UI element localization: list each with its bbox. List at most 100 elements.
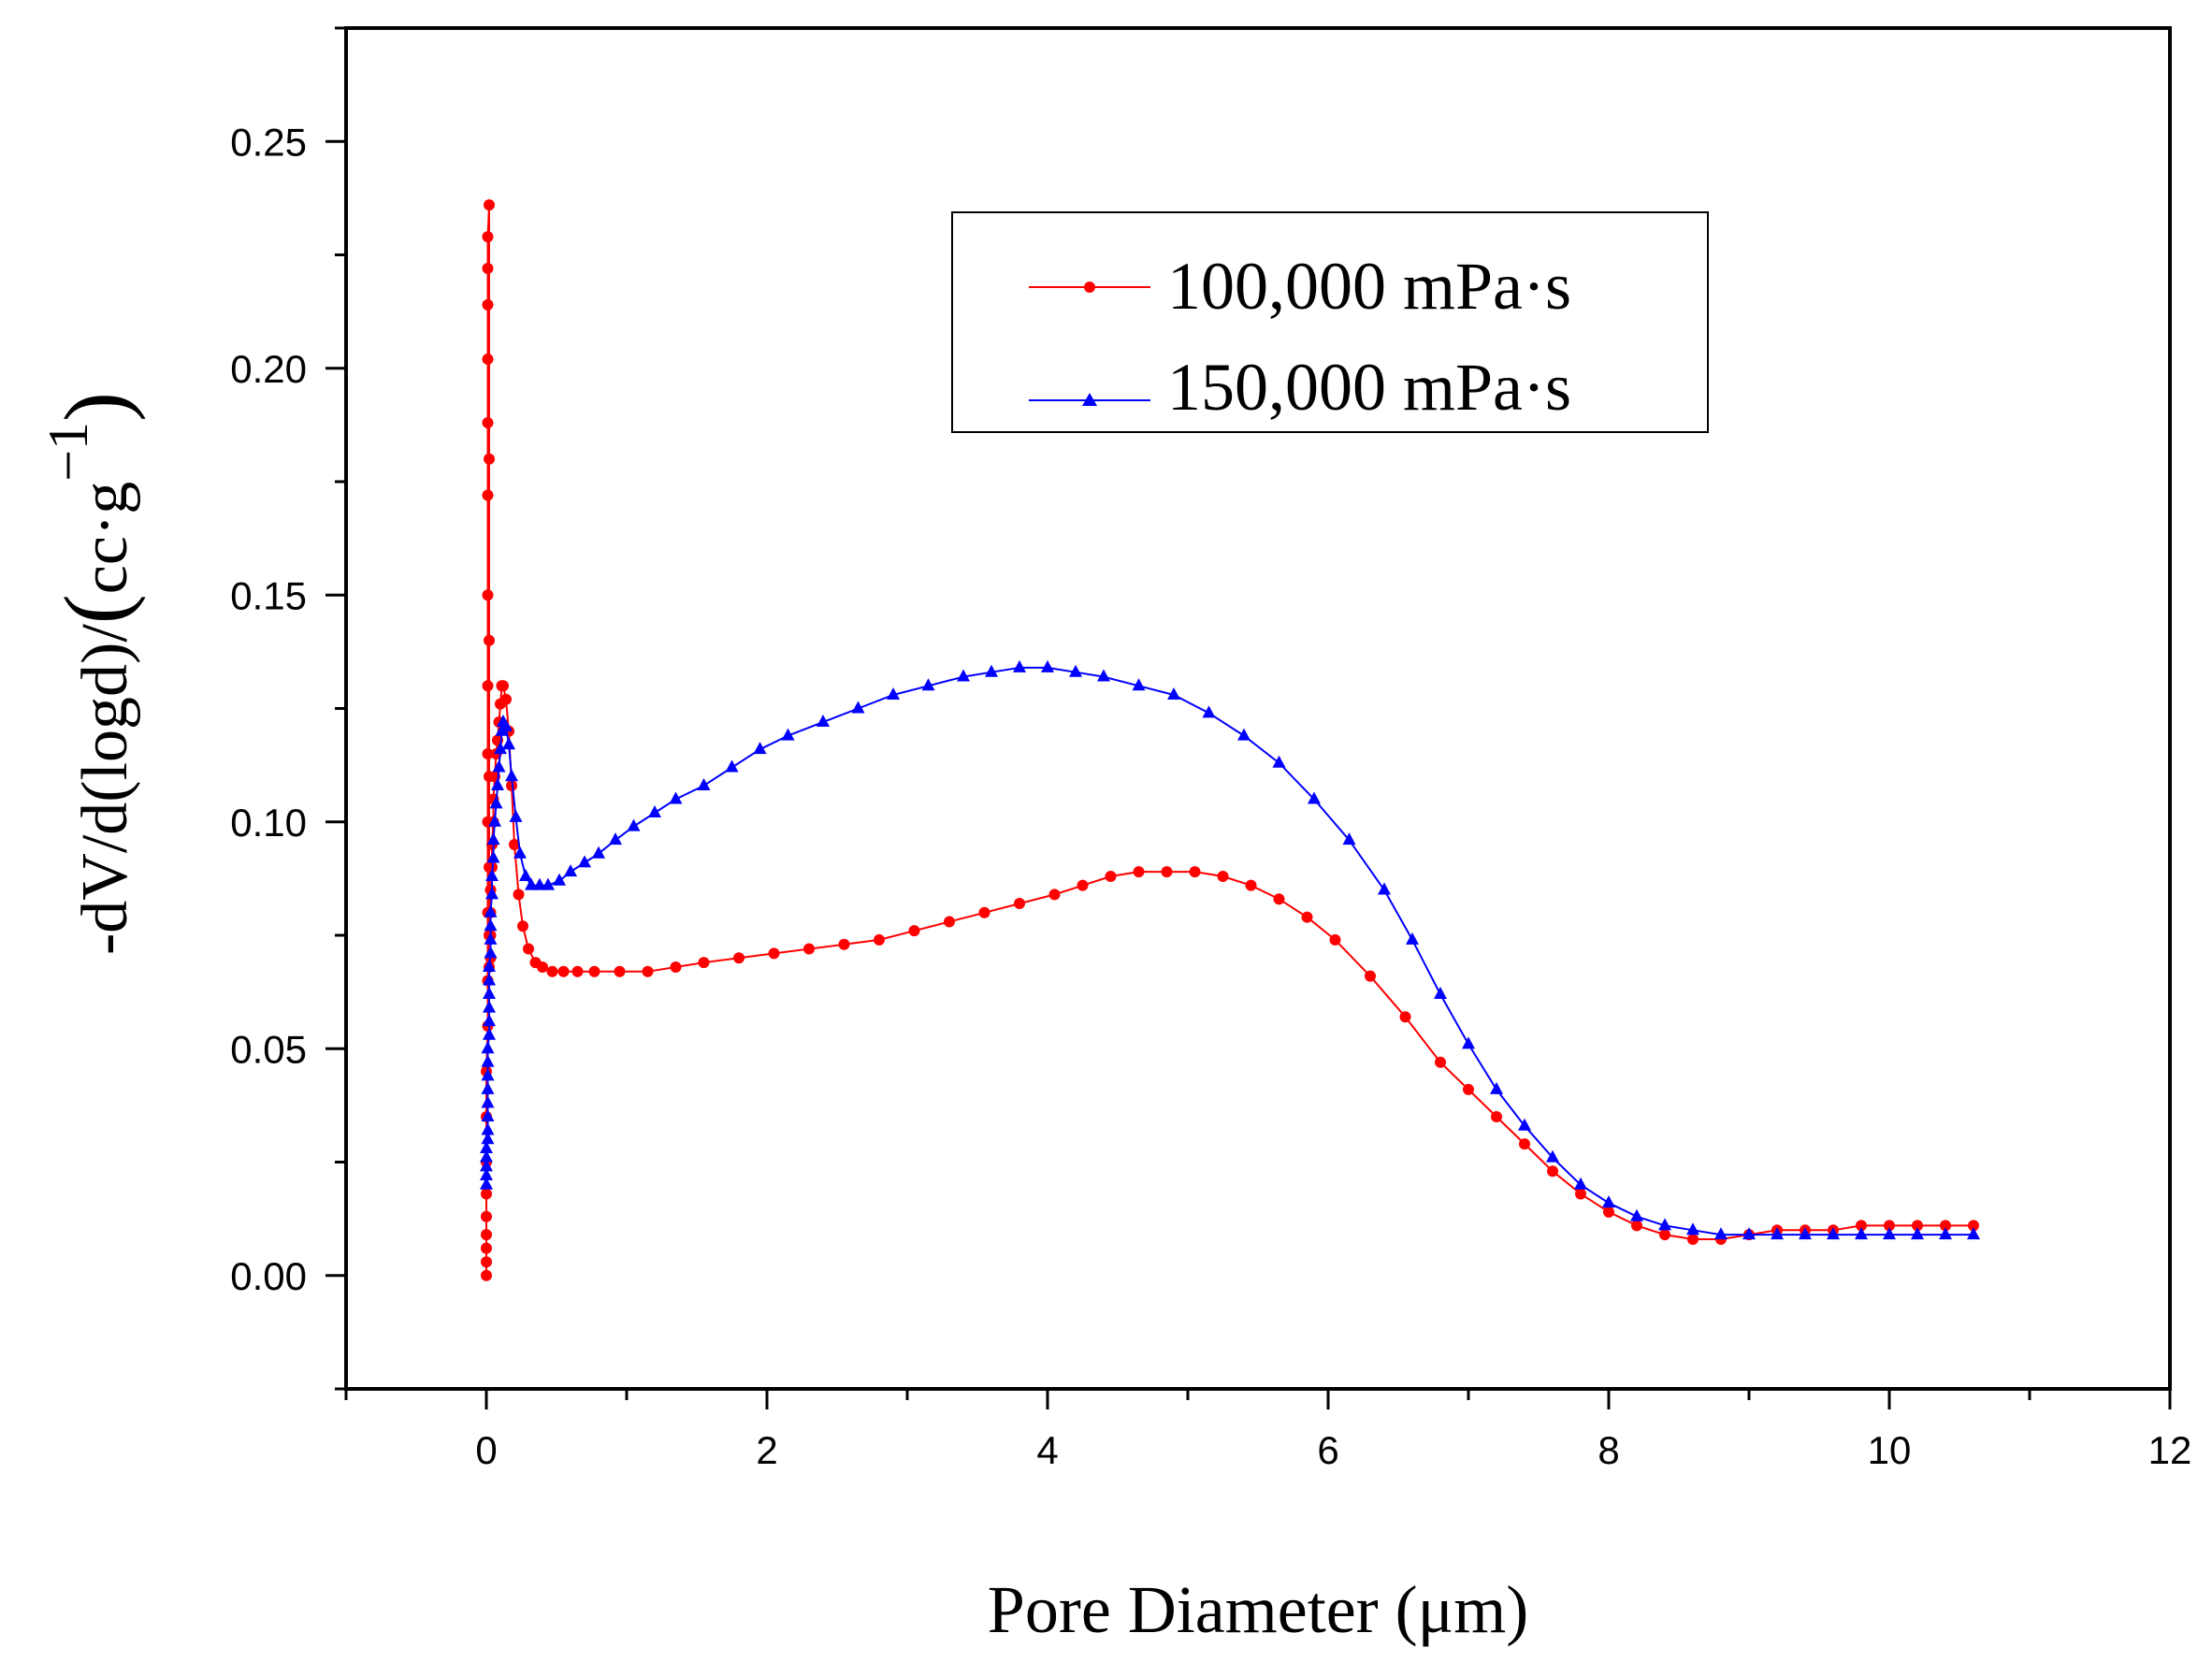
series-line-2 <box>485 666 1973 1236</box>
data-point-series-2 <box>725 759 739 773</box>
data-point-series-1 <box>482 748 494 759</box>
data-point-series-2 <box>483 973 496 986</box>
data-point-series-1 <box>1856 1220 1867 1232</box>
legend-label-series-2: 150,000 mPa·s <box>1167 350 1571 425</box>
data-point-series-2 <box>480 1177 493 1190</box>
data-point-series-1 <box>517 920 528 932</box>
data-point-series-1 <box>484 453 495 465</box>
data-point-series-2 <box>669 791 683 804</box>
legend-label-series-1: 100,000 mPa·s <box>1167 249 1571 324</box>
data-point-series-1 <box>1365 970 1376 982</box>
data-point-series-1 <box>523 943 534 955</box>
data-point-series-1 <box>1884 1220 1895 1232</box>
data-point-series-2 <box>592 845 605 859</box>
data-point-series-2 <box>1714 1227 1728 1240</box>
data-point-series-2 <box>484 946 498 959</box>
y-axis-title-unit: cc·g <box>69 482 141 594</box>
data-point-series-2 <box>481 1109 495 1121</box>
data-point-series-1 <box>481 1256 492 1268</box>
series-layer <box>480 199 1980 1281</box>
data-point-series-1 <box>481 1229 492 1241</box>
data-point-series-2 <box>486 832 500 845</box>
data-point-series-2 <box>533 877 546 890</box>
data-point-series-1 <box>908 925 920 937</box>
data-point-series-2 <box>1827 1227 1840 1240</box>
data-point-series-2 <box>887 686 900 700</box>
data-point-series-2 <box>1132 678 1146 691</box>
legend-marker-series-2 <box>1082 393 1097 406</box>
data-point-series-1 <box>1329 933 1341 946</box>
y-axis-title-main: -dV/d(logd)/ <box>69 624 141 955</box>
data-point-series-2 <box>491 777 504 790</box>
data-point-series-1 <box>733 952 745 964</box>
y-axis-title-close-paren: ) <box>46 392 146 422</box>
data-point-series-2 <box>1041 659 1054 672</box>
data-point-series-1 <box>481 1242 492 1254</box>
data-point-series-1 <box>482 416 494 428</box>
data-point-series-2 <box>483 1027 496 1040</box>
data-point-series-1 <box>482 298 494 311</box>
y-axis-title: -dV/d(logd)/(cc·g−1) <box>37 392 146 955</box>
data-point-series-1 <box>484 199 495 211</box>
data-point-series-2 <box>1883 1227 1896 1240</box>
data-point-series-2 <box>1911 1227 1924 1240</box>
y-tick-label: 0.25 <box>230 120 307 164</box>
data-point-series-2 <box>483 987 496 1000</box>
data-point-series-2 <box>1167 686 1180 700</box>
data-point-series-1 <box>768 947 780 960</box>
data-point-series-2 <box>1069 664 1082 677</box>
data-point-series-2 <box>481 1041 495 1054</box>
data-point-series-2 <box>1013 659 1026 672</box>
data-point-series-2 <box>921 678 935 691</box>
data-point-series-2 <box>483 1000 496 1013</box>
data-point-series-2 <box>1202 705 1216 718</box>
data-point-series-2 <box>1939 1227 1952 1240</box>
data-point-series-2 <box>648 805 661 818</box>
data-point-series-1 <box>513 889 525 901</box>
data-point-series-2 <box>1602 1195 1615 1208</box>
data-point-series-1 <box>537 961 548 973</box>
data-point-series-2 <box>481 1122 495 1135</box>
data-point-series-1 <box>1399 1011 1411 1023</box>
data-point-series-1 <box>838 938 850 950</box>
data-point-series-2 <box>483 1014 496 1027</box>
data-point-series-1 <box>482 231 494 243</box>
data-point-series-2 <box>513 845 527 859</box>
data-point-series-2 <box>851 701 865 714</box>
x-tick-label: 12 <box>2148 1428 2192 1472</box>
data-point-series-2 <box>753 742 767 755</box>
data-point-series-1 <box>484 634 495 646</box>
data-point-series-2 <box>627 818 641 831</box>
data-point-series-2 <box>1855 1227 1868 1240</box>
data-point-series-2 <box>1967 1227 1980 1240</box>
data-point-series-2 <box>481 1068 495 1081</box>
data-point-series-1 <box>1189 866 1201 878</box>
data-point-series-2 <box>553 873 566 886</box>
data-point-series-2 <box>609 832 622 845</box>
data-point-series-2 <box>1490 1081 1503 1094</box>
data-point-series-1 <box>1245 879 1257 891</box>
data-point-series-2 <box>492 759 506 773</box>
data-point-series-1 <box>614 965 626 977</box>
data-point-series-2 <box>484 904 498 918</box>
data-point-series-2 <box>481 1054 495 1067</box>
data-point-series-1 <box>482 263 494 275</box>
data-point-series-1 <box>803 943 815 955</box>
data-point-series-1 <box>482 489 494 501</box>
data-point-series-1 <box>1631 1220 1642 1232</box>
data-point-series-1 <box>1014 898 1025 910</box>
data-point-series-2 <box>1308 791 1321 804</box>
data-point-series-2 <box>1574 1177 1587 1190</box>
data-point-series-2 <box>481 1132 495 1145</box>
data-point-series-2 <box>502 737 515 750</box>
data-point-series-2 <box>1272 755 1286 768</box>
data-point-series-1 <box>1077 879 1089 891</box>
data-point-series-2 <box>480 1149 493 1163</box>
data-point-series-1 <box>978 906 990 918</box>
data-point-series-1 <box>482 680 494 692</box>
data-point-series-2 <box>1630 1208 1643 1221</box>
data-point-series-2 <box>494 742 507 755</box>
data-point-series-2 <box>985 664 998 677</box>
data-point-series-1 <box>1912 1220 1923 1232</box>
